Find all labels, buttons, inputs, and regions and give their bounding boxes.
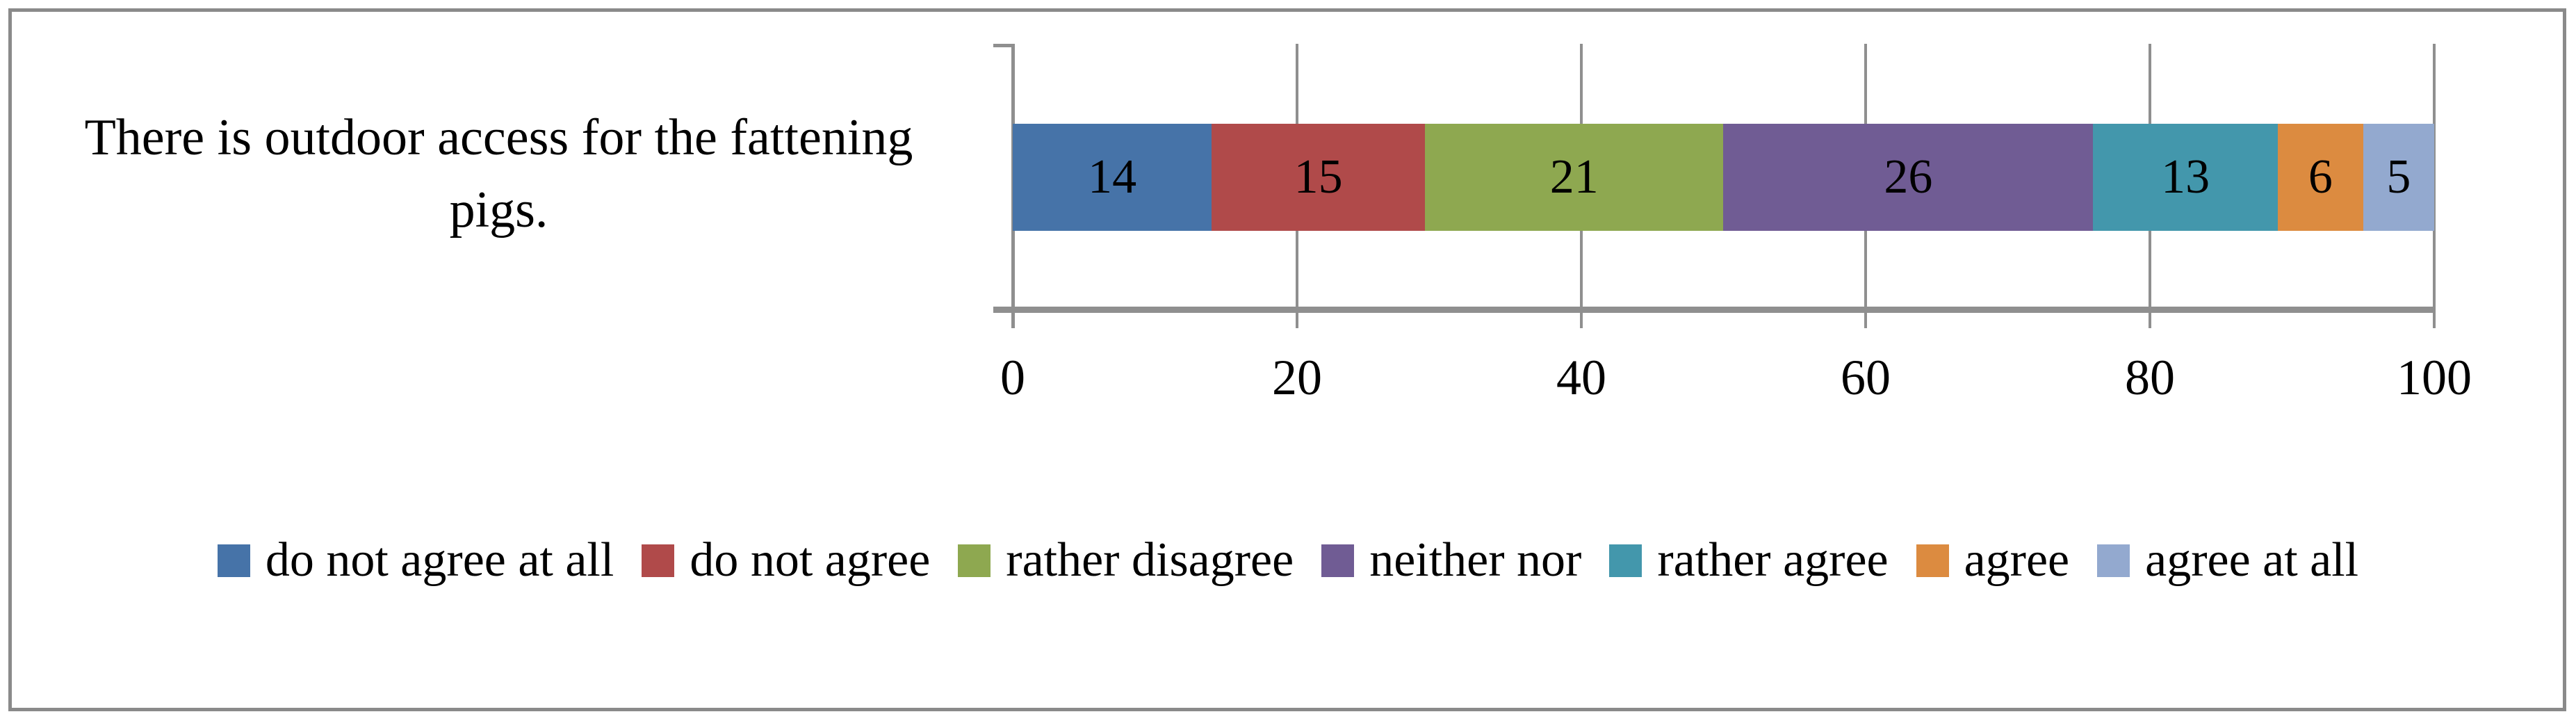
x-axis-labels: 0 20 40 60 80 100 <box>1000 346 2472 409</box>
x-axis-line <box>993 307 2436 313</box>
category-label-line: pigs. <box>449 181 548 238</box>
legend-item-agree: agree <box>1916 533 2070 588</box>
bar-segment-rather-disagree: 21 <box>1425 124 1724 231</box>
legend-label: do not agree <box>690 533 931 587</box>
bar-value-label: 21 <box>1549 150 1599 204</box>
legend-item-do-not-agree-at-all: do not agree at all <box>217 533 614 588</box>
bar-segment-agree: 6 <box>2278 124 2363 231</box>
bar-value-label: 13 <box>2161 150 2210 204</box>
legend-label: do not agree at all <box>265 533 614 587</box>
x-tick-label-40: 40 <box>1556 350 1606 405</box>
bar-value-label: 6 <box>2308 150 2333 204</box>
legend-swatch <box>2097 544 2130 577</box>
bar-segment-agree-at-all: 5 <box>2363 124 2434 231</box>
x-tick-label-80: 80 <box>2125 350 2175 405</box>
legend-swatch <box>642 544 675 577</box>
legend-item-rather-disagree: rather disagree <box>958 533 1294 588</box>
x-tick-label-0: 0 <box>1000 350 1025 405</box>
legend-swatch <box>217 544 250 577</box>
bar-value-label: 15 <box>1294 150 1343 204</box>
legend-item-rather-agree: rather agree <box>1609 533 1889 588</box>
bar-value-label: 14 <box>1088 150 1137 204</box>
x-tick-label-100: 100 <box>2397 350 2472 405</box>
stacked-bar: 14 15 21 26 13 6 5 <box>1013 124 2434 231</box>
legend-label: rather agree <box>1657 533 1889 587</box>
plot-area: 14 15 21 26 13 6 5 <box>993 44 2436 328</box>
legend-item-neither-nor: neither nor <box>1321 533 1581 588</box>
bar-value-label: 26 <box>1884 150 1933 204</box>
bar-segment-do-not-agree: 15 <box>1212 124 1426 231</box>
legend: do not agree at all do not agree rather di… <box>21 526 2555 595</box>
y-axis-top-tick <box>993 44 1013 47</box>
bar-segment-rather-agree: 13 <box>2093 124 2279 231</box>
legend-label: neither nor <box>1369 533 1582 587</box>
legend-swatch <box>1609 544 1642 577</box>
legend-label: agree <box>1964 533 2070 587</box>
category-label: There is outdoor access for the fattenin… <box>28 102 970 246</box>
legend-label: rather disagree <box>1006 533 1294 587</box>
legend-item-agree-at-all: agree at all <box>2097 533 2358 588</box>
legend-label: agree at all <box>2145 533 2359 587</box>
x-tick-label-20: 20 <box>1272 350 1322 405</box>
x-tick-label-60: 60 <box>1841 350 1891 405</box>
legend-swatch <box>958 544 991 577</box>
bar-segment-do-not-agree-at-all: 14 <box>1013 124 1212 231</box>
category-label-line: There is outdoor access for the fattenin… <box>84 109 913 166</box>
gridline-100 <box>2433 44 2436 328</box>
legend-swatch <box>1916 544 1949 577</box>
bar-value-label: 5 <box>2386 150 2411 204</box>
legend-item-do-not-agree: do not agree <box>642 533 930 588</box>
legend-swatch <box>1321 544 1355 577</box>
bar-segment-neither-nor: 26 <box>1723 124 2094 231</box>
